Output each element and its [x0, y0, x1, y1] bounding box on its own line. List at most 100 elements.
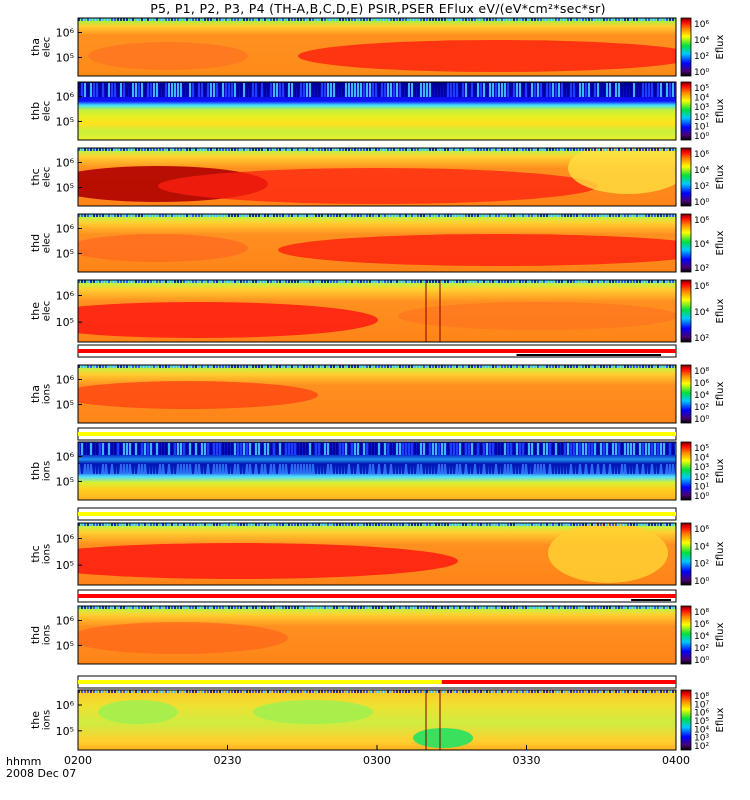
colorbar-the-elec — [680, 279, 692, 343]
y-tick-label: 10⁵ — [56, 475, 74, 488]
colorbar-tick-label: 10¹ — [694, 122, 709, 132]
panel-ylabel: thbelec — [29, 101, 53, 122]
colorbar-thb-elec — [680, 81, 692, 141]
y-tick-label: 10⁵ — [56, 639, 74, 652]
mode-segment-black — [516, 354, 662, 356]
date-label: 2008 Dec 07 — [6, 767, 77, 780]
colorbar-label: Eflux — [715, 164, 726, 189]
colorbar-tick-label: 10⁴ — [694, 542, 709, 552]
colorbar-tick-label: 10⁴ — [694, 94, 709, 104]
colorbar-tick-label: 10⁶ — [694, 620, 709, 630]
colorbar-tick-label: 10⁵ — [694, 84, 709, 94]
y-tick-label: 10⁵ — [56, 247, 74, 260]
colorbar-thd-ions — [680, 605, 692, 665]
colorbar-tick-label: 10⁰ — [694, 577, 709, 587]
colorbar-label: Eflux — [715, 541, 726, 566]
colorbar-tick-label: 10⁰ — [694, 492, 709, 502]
x-tick-label: 0400 — [662, 754, 690, 767]
colorbar-tick-label: 10² — [694, 560, 709, 570]
colorbar-tick-label: 10³ — [694, 463, 709, 473]
y-tick-label: 10⁶ — [56, 157, 75, 170]
mode-bar-thb-ions — [77, 507, 677, 521]
colorbar-tick-label: 10⁷ — [694, 700, 709, 710]
colorbar-tick-label: 10³ — [694, 103, 709, 113]
colorbar-tick-label: 10⁰ — [694, 132, 709, 142]
panel-ylabel: thcelec — [29, 167, 53, 188]
colorbar-tick-label: 10⁰ — [694, 415, 709, 425]
y-tick-label: 10⁶ — [56, 91, 75, 104]
colorbar-tick-label: 10⁴ — [694, 36, 709, 46]
colorbar-label: Eflux — [715, 34, 726, 59]
colorbar-tick-label: 10⁰ — [694, 198, 709, 208]
x-tick-label: 0300 — [363, 754, 391, 767]
y-tick-label: 10⁵ — [56, 725, 74, 738]
colorbar-tick-label: 10⁵ — [694, 444, 709, 454]
y-tick-label: 10⁵ — [56, 51, 74, 64]
mode-segment-red — [78, 349, 676, 353]
colorbar-tick-label: 10² — [694, 334, 709, 344]
colorbar-tick-label: 10² — [694, 264, 709, 274]
colorbar-tick-label: 10² — [694, 403, 709, 413]
colorbar-tick-label: 10⁶ — [694, 282, 709, 292]
y-tick-label: 10⁶ — [56, 533, 75, 546]
colorbar-tick-label: 10² — [694, 52, 709, 62]
colorbar-tick-label: 10⁴ — [694, 391, 709, 401]
y-tick-label: 10⁵ — [56, 559, 74, 572]
colorbar-tick-label: 10⁴ — [694, 725, 709, 735]
y-tick-label: 10⁵ — [56, 398, 74, 411]
panel-ylabel: thcions — [29, 544, 53, 564]
x-tick-label: 0330 — [513, 754, 541, 767]
panel-ylabel: thaelec — [29, 37, 53, 58]
heatmap-tha-ions — [78, 365, 676, 423]
colorbar-thb-ions — [680, 441, 692, 501]
panel-ylabel: thaions — [29, 384, 53, 404]
x-tick-label: 0230 — [214, 754, 242, 767]
heatmap-thb-elec — [78, 82, 676, 140]
colorbar-tick-label: 10² — [694, 182, 709, 192]
heatmap-thd-elec — [78, 214, 676, 272]
colorbar-tick-label: 10⁴ — [694, 166, 709, 176]
mode-bar-thd-ions — [77, 675, 677, 689]
colorbar-tick-label: 10² — [694, 113, 709, 123]
colorbar-tick-label: 10⁰ — [694, 656, 709, 666]
colorbar-label: Eflux — [715, 98, 726, 123]
colorbar-thd-elec — [680, 213, 692, 273]
mode-segment-yellow — [78, 512, 676, 516]
mode-segment-red — [78, 594, 676, 598]
colorbar-thc-elec — [680, 147, 692, 207]
y-tick-label: 10⁵ — [56, 115, 74, 128]
y-tick-label: 10⁶ — [56, 451, 75, 464]
panel-ylabel: thdelec — [29, 233, 53, 254]
time-unit-label: hhmm — [6, 755, 42, 768]
colorbar-tick-label: 10⁴ — [694, 240, 709, 250]
colorbar-tick-label: 10¹ — [694, 482, 709, 492]
colorbar-label: Eflux — [715, 707, 726, 732]
panel-ylabel: thdions — [29, 625, 53, 645]
mode-segment-yellow — [78, 432, 676, 436]
panel-ylabel: theelec — [29, 301, 53, 322]
colorbar-tick-label: 10⁸ — [694, 367, 709, 377]
colorbar-tha-elec — [680, 17, 692, 77]
y-tick-label: 10⁶ — [56, 27, 75, 40]
colorbar-tick-label: 10⁰ — [694, 68, 709, 78]
heatmap-tha-elec — [78, 18, 676, 76]
y-tick-label: 10⁶ — [56, 615, 75, 628]
y-tick-label: 10⁶ — [56, 374, 75, 387]
colorbar-tick-label: 10⁶ — [694, 216, 709, 226]
heatmap-the-elec — [78, 280, 676, 342]
colorbar-tick-label: 10⁵ — [694, 717, 709, 727]
colorbar-tick-label: 10⁶ — [694, 379, 709, 389]
mode-segment-red — [441, 680, 676, 684]
mode-bar-tha-ions — [77, 427, 677, 441]
heatmap-thc-elec — [78, 148, 676, 206]
heatmap-thd-ions — [78, 606, 676, 664]
colorbar-label: Eflux — [715, 230, 726, 255]
